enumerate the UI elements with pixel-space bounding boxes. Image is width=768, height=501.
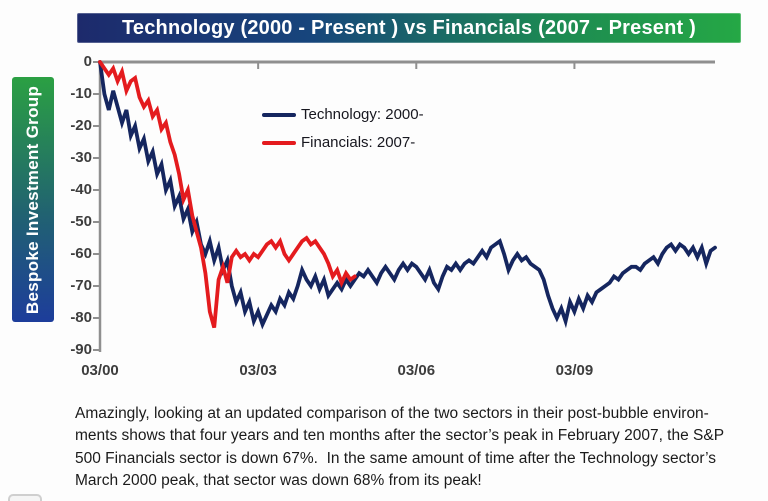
financials-legend-line (262, 141, 296, 145)
cropped-ui-fragment (8, 494, 42, 501)
y-axis-tick-label: -90 (70, 341, 92, 358)
y-axis-tick-label: 0 (83, 53, 92, 70)
caption-line: Amazingly, looking at an updated compari… (75, 405, 709, 422)
y-axis-tick-label: -60 (70, 245, 92, 262)
y-axis-tick-label: -40 (70, 181, 92, 198)
x-axis-tick-label: 03/00 (81, 362, 119, 379)
y-axis-tick-label: -30 (70, 149, 92, 166)
caption-line: ments shows that four years and ten mont… (75, 427, 725, 445)
technology-legend-label: Technology: 2000- (301, 106, 424, 123)
caption-line: March 2000 peak, that sector was down 68… (75, 472, 482, 490)
brand-ribbon: Bespoke Investment Group (12, 77, 54, 322)
technology-series-line (98, 60, 717, 330)
brand-ribbon-label: Bespoke Investment Group (23, 85, 42, 314)
chart-title: Technology (2000 - Present ) vs Financia… (121, 16, 697, 39)
caption-line: 500 Financials sector is down 67%. In th… (75, 449, 717, 467)
chart-title-banner: Technology (2000 - Present ) vs Financia… (77, 13, 741, 43)
technology-legend-line (262, 113, 296, 117)
caption-paragraph: Amazingly, looking at an updated compari… (75, 403, 751, 493)
y-axis-tick-label: -10 (70, 85, 92, 102)
y-axis-tick-label: -20 (70, 117, 92, 134)
financials-series-line (98, 60, 357, 329)
y-axis-tick-label: -50 (70, 213, 92, 230)
x-axis-tick-label: 03/09 (555, 362, 594, 379)
y-axis-tick-label: -80 (70, 309, 92, 326)
x-axis-tick-label: 03/06 (397, 362, 436, 379)
y-axis-tick-label: -70 (70, 277, 92, 294)
financials-legend-label: Financials: 2007- (301, 134, 416, 151)
x-axis-tick-label: 03/03 (239, 362, 277, 379)
